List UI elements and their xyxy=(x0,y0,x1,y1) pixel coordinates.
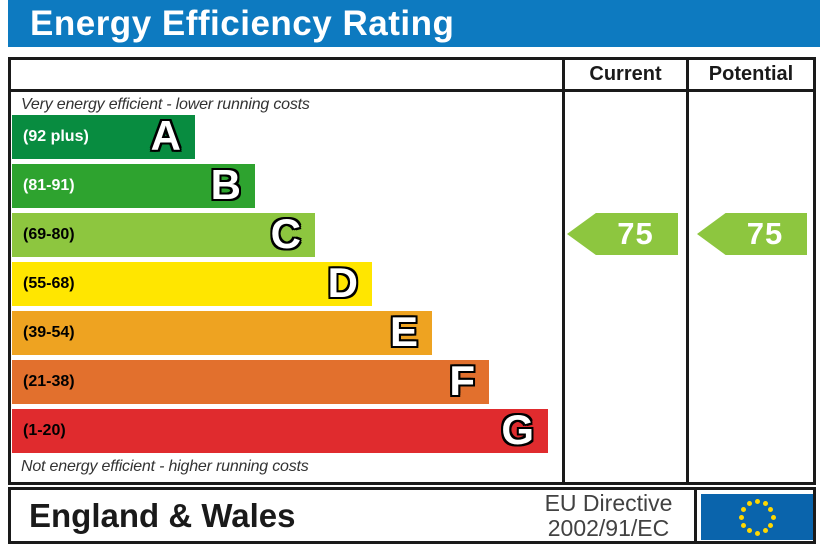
band-letter: E xyxy=(389,308,418,356)
current-rating-arrow: 75 xyxy=(567,213,678,255)
band-range: (39-54) xyxy=(23,324,75,341)
band-letter: B xyxy=(210,161,241,209)
eu-flag-star xyxy=(746,500,752,506)
eu-flag-star xyxy=(740,506,746,512)
eu-flag-star xyxy=(754,498,760,504)
column-divider-potential xyxy=(686,60,689,482)
footer-bar: England & Wales EU Directive 2002/91/EC xyxy=(8,487,816,544)
eu-directive-line2: 2002/91/EC xyxy=(547,514,670,541)
band-range: (69-80) xyxy=(23,226,75,243)
eu-flag-star xyxy=(770,514,776,520)
band-row-C: (69-80) C xyxy=(12,210,315,258)
eu-flag-star xyxy=(754,530,760,536)
bottom-note: Not energy efficient - higher running co… xyxy=(21,458,309,475)
eu-flag-star xyxy=(738,514,744,520)
chart-title-bar: Energy Efficiency Rating xyxy=(8,0,820,47)
footer-region-label: England & Wales xyxy=(29,496,296,534)
eu-flag-icon xyxy=(701,494,813,540)
potential-rating-value: 75 xyxy=(746,216,784,251)
band-letter: F xyxy=(449,357,475,405)
potential-rating-arrow: 75 xyxy=(697,213,807,255)
chart-title: Energy Efficiency Rating xyxy=(30,3,455,43)
header-divider-line xyxy=(11,89,813,92)
eu-flag-star xyxy=(740,522,746,528)
band-letter: A xyxy=(150,112,181,160)
band-row-G: (1-20) G xyxy=(12,406,548,454)
band-letter: C xyxy=(270,210,301,258)
band-row-E: (39-54) E xyxy=(12,308,432,356)
column-divider-current xyxy=(562,60,565,482)
eu-flag-star xyxy=(768,506,774,512)
rating-table: Current Potential Very energy efficient … xyxy=(8,57,816,485)
footer-divider xyxy=(694,490,697,541)
band-row-D: (55-68) D xyxy=(12,259,372,307)
eu-directive-line1: EU Directive xyxy=(544,489,673,516)
band-row-A: (92 plus) A xyxy=(12,112,195,160)
current-rating-value: 75 xyxy=(617,216,654,251)
band-letter: G xyxy=(501,406,534,454)
band-range: (21-38) xyxy=(23,373,75,390)
band-range: (1-20) xyxy=(23,422,66,439)
band-range: (55-68) xyxy=(23,275,75,292)
current-column-header: Current xyxy=(589,63,662,85)
eu-flag-star xyxy=(768,522,774,528)
band-range: (92 plus) xyxy=(23,128,89,145)
band-range: (81-91) xyxy=(23,177,75,194)
potential-column-header: Potential xyxy=(708,63,794,85)
band-row-F: (21-38) F xyxy=(12,357,489,405)
eu-flag-star xyxy=(762,500,768,506)
eu-flag-star xyxy=(746,528,752,534)
eu-flag-star xyxy=(762,528,768,534)
top-note: Very energy efficient - lower running co… xyxy=(21,96,310,113)
eu-directive-text: EU Directive 2002/91/EC xyxy=(526,489,691,541)
band-row-B: (81-91) B xyxy=(12,161,255,209)
band-letter: D xyxy=(327,259,358,307)
